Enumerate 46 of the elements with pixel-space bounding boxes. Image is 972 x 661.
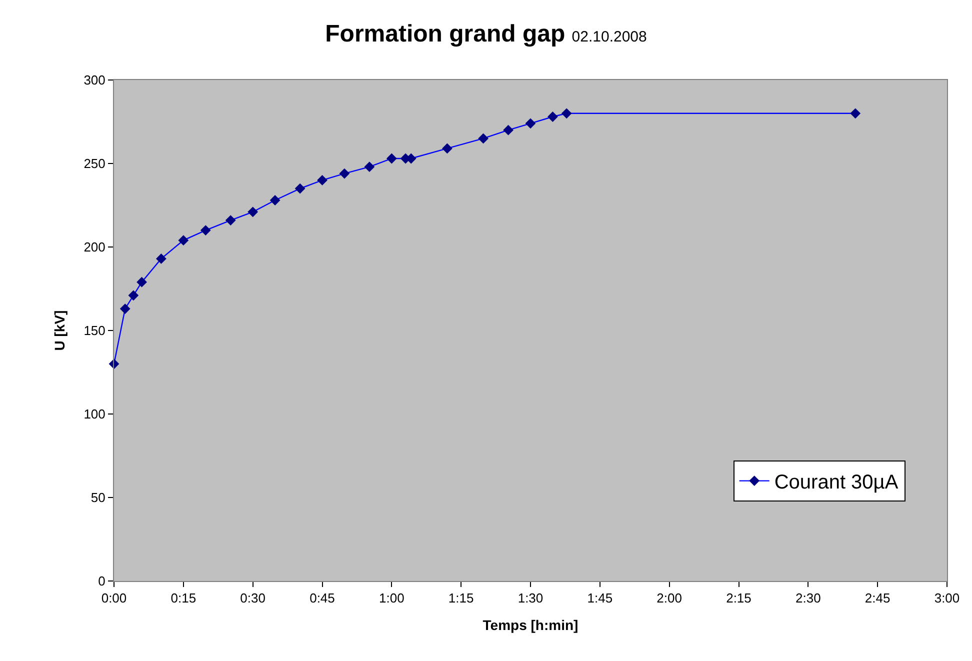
y-tick-label: 100 — [84, 406, 106, 422]
chart-subtitle: 02.10.2008 — [572, 28, 647, 46]
x-tick-label: 1:30 — [518, 590, 544, 606]
chart-title: Formation grand gap — [325, 20, 566, 48]
point — [136, 276, 147, 288]
x-tick-label: 0:30 — [240, 590, 266, 606]
x-tick-label: 1:00 — [379, 590, 404, 606]
point — [248, 206, 258, 218]
x-axis-title: Temps [h:min] — [482, 616, 578, 633]
point — [525, 118, 536, 129]
point — [200, 225, 211, 236]
point — [294, 183, 306, 194]
x-tick-label: 0:15 — [170, 590, 196, 606]
y-tick-label: 300 — [84, 72, 106, 88]
y-tick-label: 50 — [90, 490, 106, 506]
x-tick-label: 1:15 — [448, 590, 474, 606]
point — [156, 253, 166, 264]
point — [178, 235, 189, 246]
legend-label: Courant 30µA — [774, 472, 899, 494]
point — [478, 133, 488, 144]
x-tick-label: 2:30 — [796, 590, 821, 606]
y-axis-title: U [kV] — [51, 310, 68, 351]
point — [548, 112, 558, 122]
y-tick-label: 0 — [98, 574, 106, 589]
y-tick-label: 250 — [84, 156, 106, 172]
x-tick-label: 2:45 — [864, 590, 890, 606]
point — [850, 108, 861, 119]
point — [120, 304, 130, 314]
x-tick-label: 1:45 — [587, 590, 613, 606]
point — [317, 175, 328, 186]
y-tick-label: 200 — [84, 240, 106, 255]
point — [270, 195, 280, 206]
y-tick-label: 150 — [84, 323, 106, 338]
point — [442, 143, 452, 154]
x-tick-label: 3:00 — [934, 590, 960, 606]
point — [128, 290, 139, 301]
point — [561, 108, 572, 119]
point — [386, 153, 397, 164]
x-tick-label: 0:45 — [310, 590, 335, 606]
x-tick-label: 0:00 — [101, 590, 127, 606]
point — [364, 162, 375, 172]
x-tick-label: 2:15 — [726, 590, 752, 606]
point — [503, 124, 514, 136]
x-tick-label: 2:00 — [656, 590, 682, 606]
point — [225, 215, 236, 226]
point — [339, 168, 350, 179]
